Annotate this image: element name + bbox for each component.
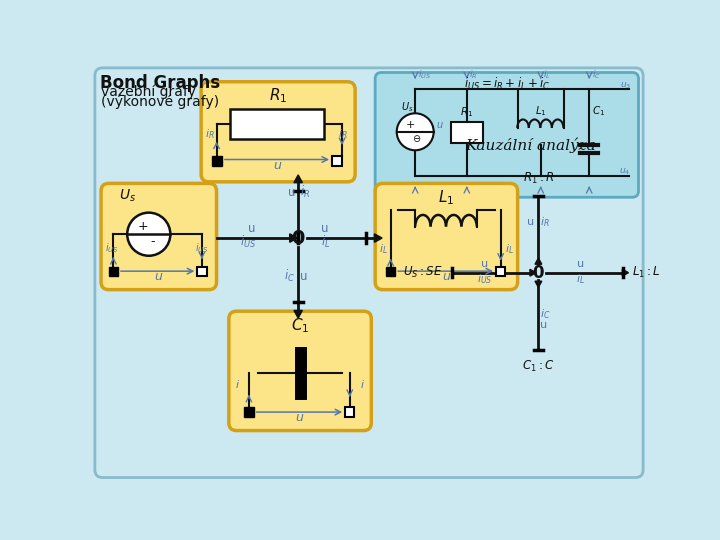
Polygon shape (530, 269, 536, 276)
Text: $L_1:L$: $L_1:L$ (632, 265, 661, 280)
Polygon shape (622, 269, 629, 276)
Text: $i_R$: $i_R$ (469, 69, 477, 82)
Text: $i_L$: $i_L$ (543, 69, 551, 82)
Text: u: u (540, 320, 547, 330)
Text: $U_s$: $U_s$ (401, 100, 414, 114)
Text: $L_1$: $L_1$ (438, 188, 454, 207)
FancyBboxPatch shape (375, 184, 518, 289)
Bar (109, 267, 118, 276)
Text: $u$: $u$ (295, 411, 305, 424)
Text: $i_R$: $i_R$ (338, 127, 348, 141)
Polygon shape (294, 175, 302, 183)
Circle shape (127, 213, 171, 256)
Bar (345, 408, 354, 417)
Text: Bond Graphs: Bond Graphs (99, 74, 220, 92)
Text: 0: 0 (533, 264, 544, 282)
Text: $i_L$: $i_L$ (321, 234, 330, 250)
Text: $u$: $u$ (441, 271, 451, 284)
Text: u: u (287, 186, 295, 199)
Text: $i_{US}$: $i_{US}$ (195, 241, 209, 255)
Polygon shape (294, 310, 302, 318)
Text: +: + (406, 120, 415, 130)
Text: u: u (528, 217, 534, 227)
Text: $i$: $i$ (235, 378, 240, 390)
Text: $U_s$: $U_s$ (120, 188, 137, 205)
Text: $U_S:SE$: $U_S:SE$ (403, 265, 443, 280)
Bar (332, 157, 342, 166)
Text: u: u (321, 222, 329, 235)
Text: $i_{US}$: $i_{US}$ (477, 272, 492, 286)
Text: $u$: $u$ (154, 271, 163, 284)
FancyBboxPatch shape (375, 72, 639, 197)
Text: vazební grafy: vazební grafy (101, 85, 196, 99)
FancyBboxPatch shape (201, 82, 355, 182)
Text: $i_{US}$: $i_{US}$ (105, 241, 119, 255)
Circle shape (397, 113, 433, 150)
Text: $i_{US}$: $i_{US}$ (240, 234, 256, 250)
Text: -: - (150, 235, 155, 248)
Text: $R_1$: $R_1$ (460, 106, 473, 119)
Text: $i_R$: $i_R$ (300, 184, 310, 200)
Text: $u$: $u$ (274, 159, 283, 172)
Text: $i_L$: $i_L$ (505, 242, 514, 256)
Text: $i_L$: $i_L$ (576, 272, 585, 286)
Text: $u_4$: $u_4$ (619, 166, 631, 177)
Text: $u_3$: $u_3$ (620, 80, 631, 91)
Text: u: u (481, 259, 488, 268)
Bar (212, 157, 222, 166)
FancyBboxPatch shape (101, 184, 217, 289)
FancyBboxPatch shape (95, 68, 643, 477)
Text: $i_{US}$: $i_{US}$ (418, 69, 431, 82)
Text: u: u (577, 259, 585, 268)
Text: u: u (248, 222, 256, 235)
Text: $\ominus$: $\ominus$ (412, 133, 421, 144)
Text: $C_1:C$: $C_1:C$ (522, 359, 554, 374)
Text: (výkonové grafy): (výkonové grafy) (101, 95, 219, 109)
Text: $L_1$: $L_1$ (535, 104, 546, 118)
Text: $i_C$: $i_C$ (540, 307, 550, 321)
Text: +: + (138, 220, 148, 233)
Text: $i_C$: $i_C$ (592, 69, 600, 82)
Bar (496, 267, 505, 276)
Text: $i_R$: $i_R$ (540, 215, 549, 229)
Text: $i_R$: $i_R$ (205, 127, 215, 141)
Polygon shape (289, 234, 297, 242)
Text: $C_1$: $C_1$ (291, 316, 310, 334)
Text: $R_1$: $R_1$ (269, 86, 287, 105)
Bar (451, 122, 483, 143)
Bar (386, 267, 395, 276)
Text: Kauzální analýza: Kauzální analýza (465, 138, 596, 153)
Bar (244, 408, 253, 417)
Text: 0: 0 (292, 228, 305, 247)
Bar (230, 109, 324, 139)
Text: $u$: $u$ (436, 120, 444, 130)
Text: $i$: $i$ (360, 378, 365, 390)
Bar (197, 267, 207, 276)
Polygon shape (535, 258, 541, 264)
Text: $C_1$: $C_1$ (593, 104, 606, 118)
Text: u: u (300, 271, 307, 284)
FancyBboxPatch shape (229, 311, 372, 430)
Text: $i_{US}=i_R + i_L + i_C$: $i_{US}=i_R + i_L + i_C$ (464, 76, 550, 92)
Text: $i_C$: $i_C$ (284, 268, 295, 285)
Polygon shape (535, 281, 541, 287)
Text: $i_L$: $i_L$ (379, 242, 388, 256)
Text: $R_1:R$: $R_1:R$ (523, 171, 554, 186)
Polygon shape (374, 234, 382, 242)
